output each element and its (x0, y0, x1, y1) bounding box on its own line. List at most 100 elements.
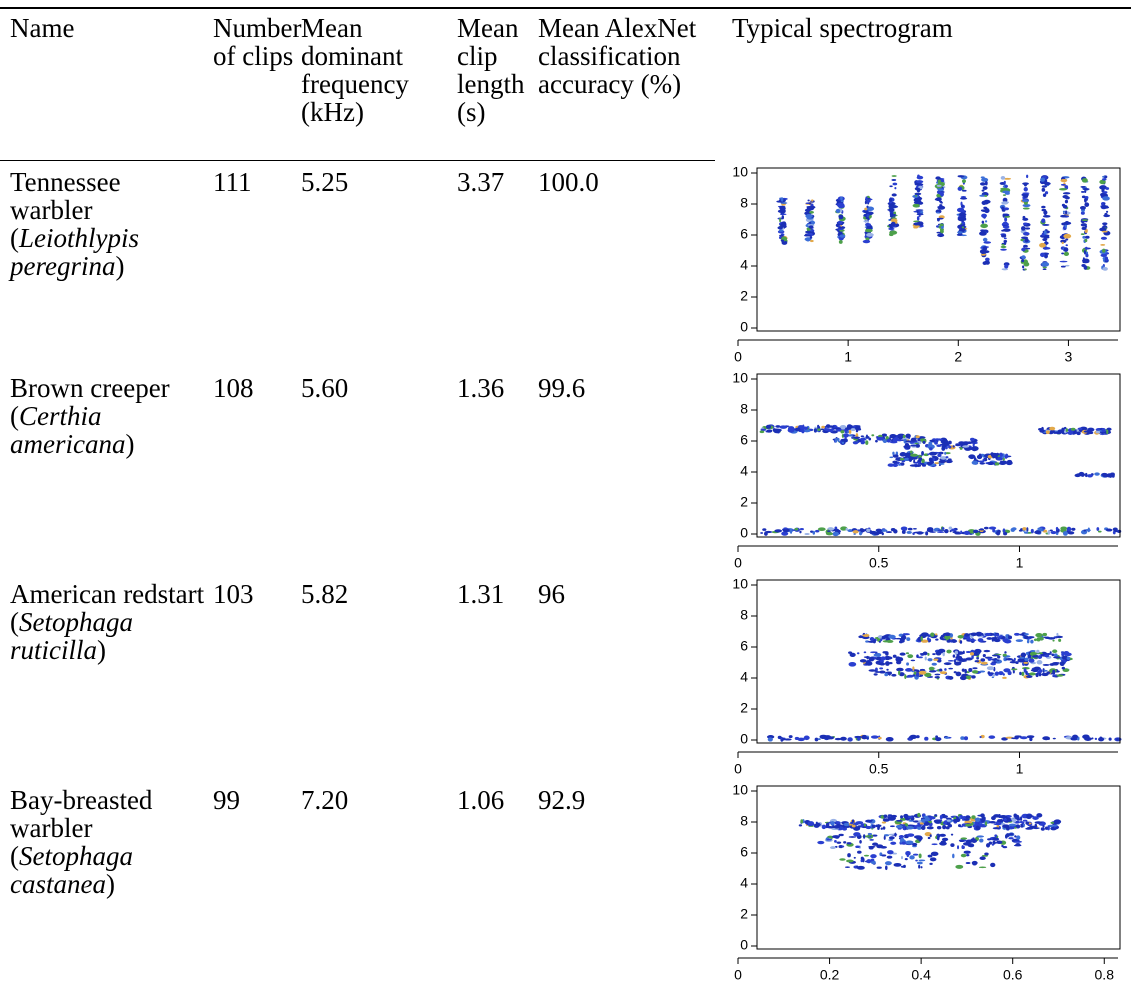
spectrogram-texture (866, 528, 871, 533)
spectrogram-texture (1077, 473, 1084, 476)
spectrogram-texture (855, 845, 860, 849)
spectrogram-texture (880, 529, 888, 532)
spectrogram-texture (893, 211, 897, 215)
spectrogram-texture (916, 213, 924, 216)
spectrogram-texture (971, 446, 979, 451)
spectrogram-texture (885, 531, 893, 534)
spectrogram-texture (912, 527, 917, 530)
spectrogram-texture (1019, 736, 1028, 740)
spectrogram-texture (947, 676, 954, 680)
spectrogram-texture (837, 437, 840, 443)
spectrogram-texture (777, 226, 783, 230)
spectrogram-texture (1006, 826, 1010, 831)
spectrogram-texture (942, 652, 945, 657)
spectrogram-texture (961, 845, 965, 850)
spectrogram-texture (881, 821, 887, 824)
spectrogram-texture (904, 836, 909, 839)
spectrogram-texture (965, 650, 972, 654)
spectrogram-texture (894, 832, 897, 837)
spectrogram-texture (946, 639, 951, 643)
spectrogram-texture (1044, 230, 1047, 235)
spectrogram-texture (960, 736, 965, 740)
spectrogram-texture (1041, 185, 1048, 188)
spectrogram-texture (979, 838, 984, 843)
spectrogram-texture (1044, 826, 1048, 830)
x-tick-label: 2 (954, 349, 962, 365)
spectrogram-texture (983, 241, 992, 244)
spectrogram-texture (898, 834, 905, 839)
frequency: 5.25 (301, 167, 349, 197)
clips-cell: 108 (213, 374, 301, 402)
spectrogram-texture (860, 529, 865, 533)
spectrogram-texture (907, 815, 913, 819)
spectrogram-texture (939, 833, 946, 837)
spectrogram-texture (847, 853, 851, 858)
spectrogram-texture (964, 820, 973, 824)
spectrogram-texture (1008, 823, 1017, 827)
spectrogram-texture (905, 850, 911, 856)
spectrogram-texture (1036, 649, 1040, 654)
spectrogram-texture (863, 651, 867, 654)
spectrogram-texture (992, 837, 1000, 841)
spectrogram-texture (1050, 530, 1057, 535)
spectrogram-texture (773, 428, 782, 432)
spectrogram-texture (1032, 827, 1040, 830)
spectrogram-texture (847, 737, 853, 742)
spectrogram-texture (1050, 827, 1057, 831)
spectrogram-texture (781, 737, 785, 741)
spectrogram-texture (941, 527, 945, 530)
spectrogram-texture (896, 660, 902, 665)
spectrogram-texture (979, 462, 985, 465)
spectrogram-texture (1062, 531, 1068, 536)
spectrogram-texture (904, 674, 907, 679)
y-tick-label: 8 (740, 813, 748, 829)
spectrogram-texture (1042, 663, 1050, 666)
spectrogram-texture (1012, 669, 1015, 674)
spectrogram-texture (839, 424, 847, 430)
spectrogram-texture (838, 239, 843, 244)
spectrogram-texture (866, 859, 872, 864)
spectrogram-texture (860, 440, 865, 445)
spectrogram-texture (1058, 638, 1062, 642)
spectrogram-texture (1015, 639, 1023, 642)
spectrogram-texture (845, 859, 854, 863)
header-text: Number of clips (213, 13, 302, 71)
spectrogram-texture (1065, 238, 1069, 241)
spectrogram-texture (1027, 654, 1032, 659)
spectrogram-texture (767, 737, 773, 742)
x-tick-label: 0 (734, 967, 742, 983)
spectrogram-texture (834, 839, 837, 843)
spectrogram-texture (835, 821, 841, 824)
spectrogram-texture (870, 858, 875, 862)
spectrogram-texture (1030, 528, 1034, 534)
spectrogram-texture (1023, 194, 1029, 199)
spectrogram-texture (898, 463, 902, 466)
spectrogram-texture (866, 206, 875, 212)
spectrogram-texture (896, 819, 903, 822)
spectrogram-texture (1004, 651, 1007, 654)
spectrogram-texture (884, 434, 887, 437)
spectrogram-texture (1042, 632, 1048, 637)
spectrogram-texture (892, 460, 898, 464)
spectrogram-texture (972, 862, 977, 866)
spectrogram-texture (1002, 190, 1011, 194)
spectrogram-texture (1028, 672, 1036, 676)
spectrogram-texture (959, 675, 967, 681)
spectrogram-texture (1021, 199, 1030, 202)
spectrogram-texture (916, 175, 924, 180)
spectrogram-texture (904, 858, 908, 861)
spectrogram-texture (865, 223, 871, 227)
spectrogram-texture (1026, 814, 1033, 817)
spectrogram-texture (839, 858, 846, 861)
spectrogram-texture (998, 671, 1004, 676)
length-cell: 1.36 (457, 374, 537, 402)
spectrogram-texture (808, 225, 814, 229)
spectrogram-texture (965, 637, 971, 641)
spectrogram-texture (981, 220, 985, 224)
spectrogram-texture (855, 429, 859, 433)
x-tick-label: 1 (1016, 555, 1024, 571)
spectrogram-texture (1000, 175, 1006, 180)
spectrogram-texture (992, 528, 996, 533)
spectrogram-texture (906, 530, 912, 534)
spectrogram-texture (932, 653, 936, 656)
